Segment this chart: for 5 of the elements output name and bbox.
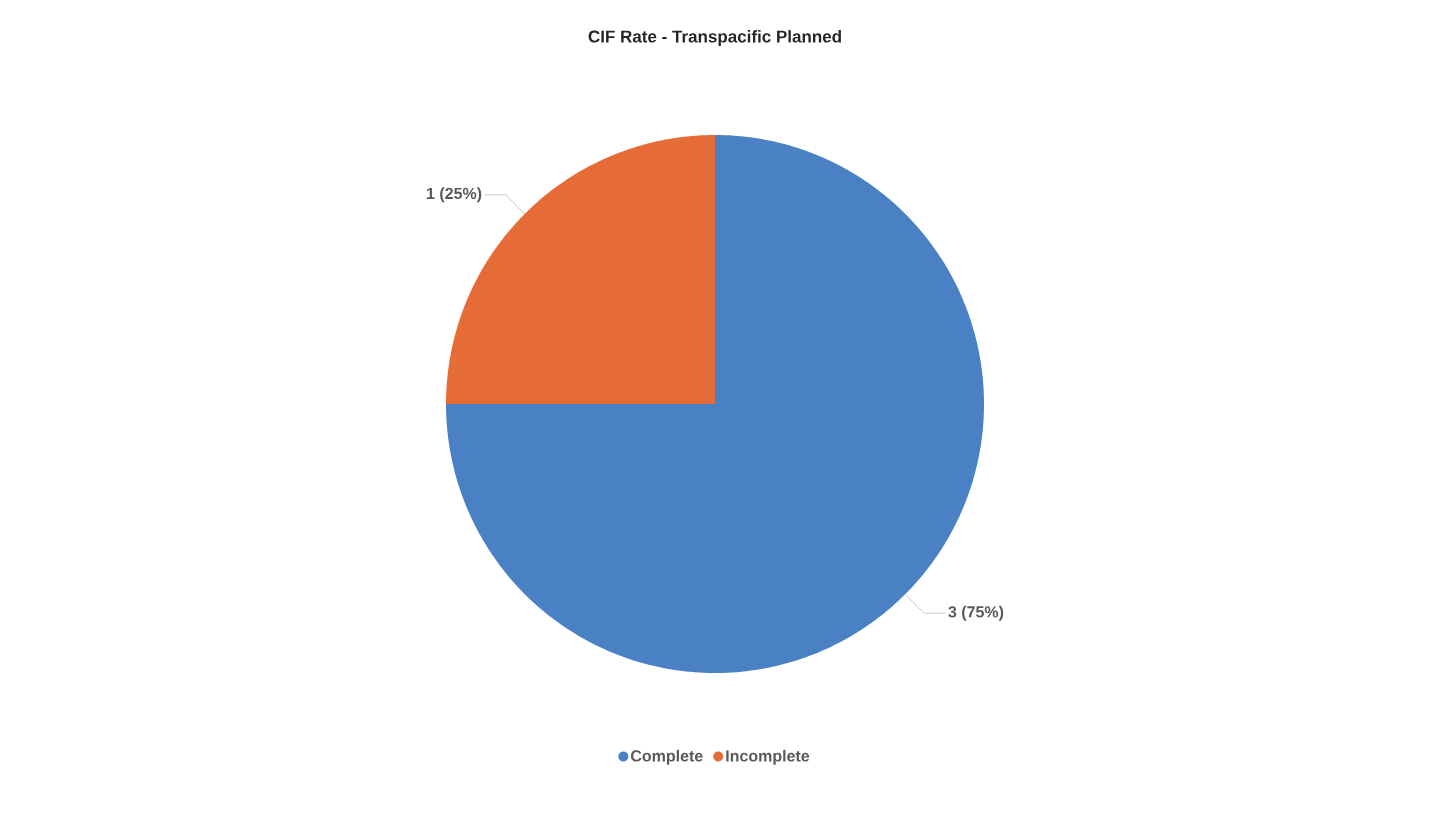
- legend-label: Incomplete: [726, 749, 810, 765]
- data-label: 3 (75%): [948, 605, 1004, 621]
- chart-title: CIF Rate - Transpacific Planned: [588, 30, 841, 46]
- data-label: 1 (25%): [427, 187, 482, 203]
- legend-label: Complete: [630, 749, 703, 765]
